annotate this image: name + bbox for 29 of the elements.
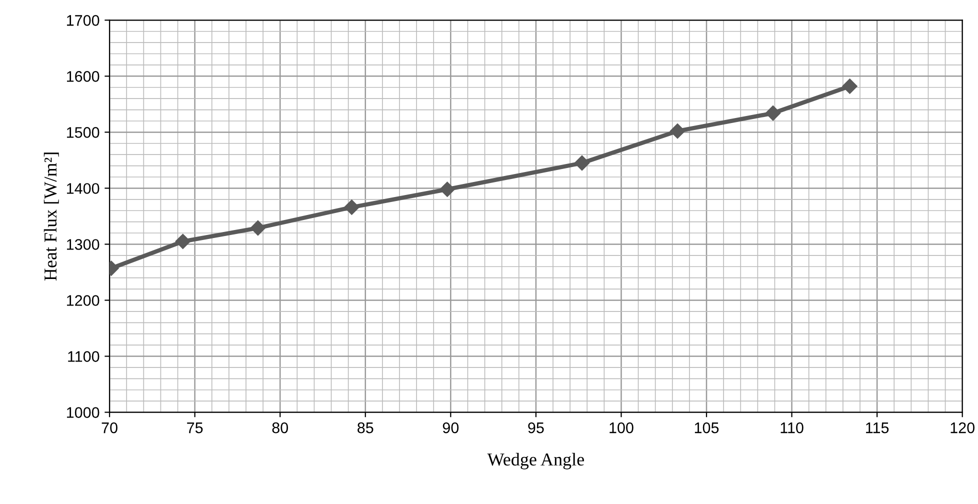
x-tick-label: 110 xyxy=(780,422,804,434)
point xyxy=(344,200,360,215)
y-tick-label: 1300 xyxy=(66,239,100,250)
x-tick-label: 100 xyxy=(610,422,634,434)
y-tick-label: 1500 xyxy=(66,127,100,138)
point xyxy=(842,78,858,94)
point xyxy=(670,124,686,139)
x-tick-label: 115 xyxy=(866,422,889,434)
x-tick-label: 95 xyxy=(528,422,544,434)
point xyxy=(765,106,781,121)
x-tick-label: 85 xyxy=(358,422,374,434)
point xyxy=(574,155,590,171)
y-tick-label: 1600 xyxy=(66,71,100,82)
point xyxy=(250,220,266,236)
y-axis-title: Heat Flux [W/m²] xyxy=(44,152,59,281)
y-tick-label: 1700 xyxy=(66,15,100,26)
y-tick-label: 1400 xyxy=(66,183,100,194)
point xyxy=(440,182,455,197)
x-tick-label: 90 xyxy=(442,422,459,434)
y-tick-label: 1100 xyxy=(68,351,100,362)
x-axis-title: Wedge Angle xyxy=(487,452,584,470)
x-tick-label: 105 xyxy=(694,422,719,434)
x-tick-label: 75 xyxy=(187,422,203,434)
x-tick-label: 80 xyxy=(272,422,288,434)
x-tick-label: 120 xyxy=(950,422,974,434)
x-tick-label: 70 xyxy=(102,422,118,434)
y-tick-label: 1200 xyxy=(66,295,100,306)
point xyxy=(175,234,190,249)
y-tick-label: 1000 xyxy=(66,407,100,418)
